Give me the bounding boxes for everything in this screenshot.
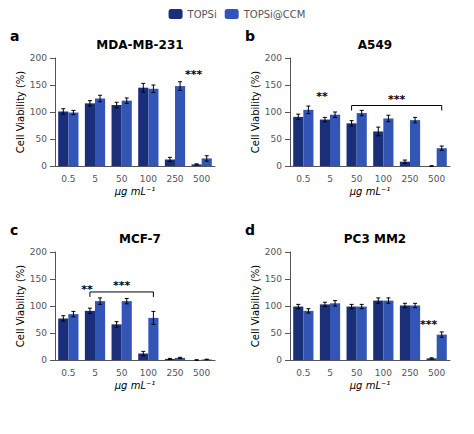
svg-text:0.5: 0.5 — [61, 368, 75, 378]
svg-text:100: 100 — [375, 368, 392, 378]
svg-text:250: 250 — [166, 174, 183, 184]
svg-text:5: 5 — [92, 368, 98, 378]
svg-text:100: 100 — [265, 107, 282, 117]
svg-text:150: 150 — [30, 274, 47, 284]
svg-text:0: 0 — [276, 355, 282, 365]
svg-text:0.5: 0.5 — [296, 174, 310, 184]
svg-text:5: 5 — [327, 174, 333, 184]
svg-text:50: 50 — [116, 368, 128, 378]
svg-text:0: 0 — [41, 355, 47, 365]
svg-text:***: *** — [388, 93, 406, 106]
svg-text:50: 50 — [271, 134, 283, 144]
svg-text:200: 200 — [265, 53, 282, 63]
svg-text:PC3 MM2: PC3 MM2 — [344, 232, 406, 246]
svg-text:TOPSi: TOPSi — [187, 9, 217, 20]
svg-text:100: 100 — [265, 301, 282, 311]
svg-text:***: *** — [420, 318, 438, 331]
svg-text:200: 200 — [265, 247, 282, 257]
svg-text:**: ** — [316, 90, 328, 103]
svg-text:100: 100 — [140, 368, 157, 378]
svg-text:250: 250 — [401, 174, 418, 184]
svg-text:***: *** — [185, 68, 203, 81]
svg-text:0: 0 — [276, 161, 282, 171]
svg-text:0: 0 — [41, 161, 47, 171]
svg-text:500: 500 — [428, 368, 445, 378]
svg-text:5: 5 — [92, 174, 98, 184]
svg-text:Cell Viability (%): Cell Viability (%) — [15, 71, 26, 154]
svg-text:μg mL⁻¹: μg mL⁻¹ — [114, 186, 156, 197]
svg-text:150: 150 — [265, 274, 282, 284]
svg-text:50: 50 — [116, 174, 128, 184]
svg-text:100: 100 — [375, 174, 392, 184]
svg-text:150: 150 — [265, 80, 282, 90]
svg-text:100: 100 — [140, 174, 157, 184]
svg-text:500: 500 — [193, 368, 210, 378]
svg-text:a: a — [10, 28, 19, 44]
svg-text:μg mL⁻¹: μg mL⁻¹ — [114, 380, 156, 391]
svg-text:200: 200 — [30, 53, 47, 63]
svg-text:**: ** — [81, 283, 93, 296]
svg-text:50: 50 — [36, 134, 48, 144]
svg-text:b: b — [245, 28, 255, 44]
svg-text:0.5: 0.5 — [61, 174, 75, 184]
svg-text:50: 50 — [271, 328, 283, 338]
svg-text:500: 500 — [428, 174, 445, 184]
svg-text:μg mL⁻¹: μg mL⁻¹ — [349, 186, 391, 197]
svg-text:***: *** — [113, 279, 131, 292]
svg-text:100: 100 — [30, 107, 47, 117]
svg-text:200: 200 — [30, 247, 47, 257]
svg-text:0.5: 0.5 — [296, 368, 310, 378]
svg-text:500: 500 — [193, 174, 210, 184]
svg-text:TOPSi@CCM: TOPSi@CCM — [243, 9, 306, 20]
svg-text:A549: A549 — [358, 38, 392, 52]
svg-text:MDA-MB-231: MDA-MB-231 — [96, 38, 183, 52]
svg-text:150: 150 — [30, 80, 47, 90]
svg-text:Cell Viability (%): Cell Viability (%) — [250, 71, 261, 154]
svg-text:100: 100 — [30, 301, 47, 311]
svg-text:250: 250 — [166, 368, 183, 378]
svg-text:50: 50 — [36, 328, 48, 338]
svg-text:d: d — [245, 222, 255, 238]
svg-text:Cell Viability (%): Cell Viability (%) — [250, 265, 261, 348]
svg-text:Cell Viability (%): Cell Viability (%) — [15, 265, 26, 348]
svg-text:μg mL⁻¹: μg mL⁻¹ — [349, 380, 391, 391]
svg-text:50: 50 — [351, 174, 363, 184]
svg-text:250: 250 — [401, 368, 418, 378]
svg-text:MCF-7: MCF-7 — [119, 232, 161, 246]
svg-text:c: c — [10, 222, 18, 238]
svg-text:50: 50 — [351, 368, 363, 378]
svg-text:5: 5 — [327, 368, 333, 378]
